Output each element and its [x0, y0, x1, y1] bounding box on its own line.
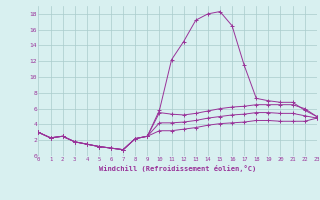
X-axis label: Windchill (Refroidissement éolien,°C): Windchill (Refroidissement éolien,°C) — [99, 165, 256, 172]
